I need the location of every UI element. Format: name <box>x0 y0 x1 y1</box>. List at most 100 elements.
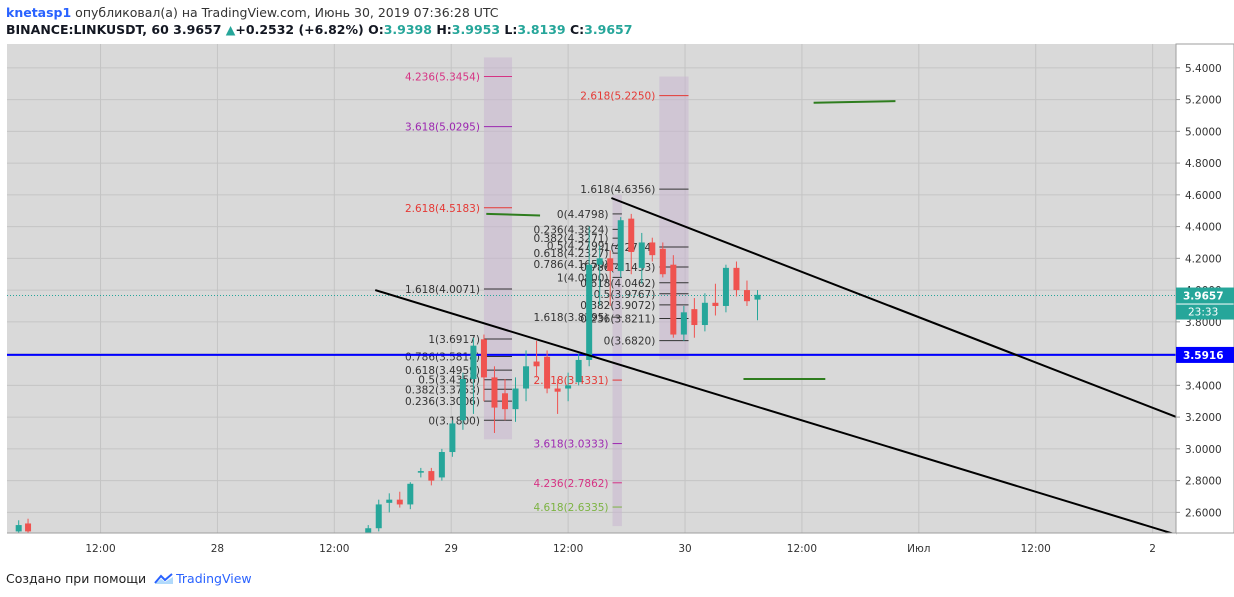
y-tick-label: 4.8000 <box>1185 158 1222 170</box>
y-tick-label: 3.4000 <box>1185 380 1222 392</box>
fib-level-label: 1.618(4.6356) <box>580 184 655 196</box>
fib-level-label: 0.618(4.0462) <box>580 278 655 290</box>
x-tick-label: 12:00 <box>85 543 115 555</box>
fib-level-label: 0.236(3.3006) <box>405 396 480 408</box>
candle-body <box>375 504 382 529</box>
candle-body <box>428 471 435 481</box>
fib-level-label: 2.618(4.5183) <box>405 203 480 215</box>
created-with-text: Создано при помощи <box>6 571 147 586</box>
symbol-label: BINANCE:LINKUSDT, 60 <box>6 22 169 37</box>
candle-body <box>670 264 677 335</box>
candle-body <box>417 471 424 473</box>
fib-level-label: 1(3.6917) <box>428 334 480 346</box>
fib-level-label: 0.382(3.9072) <box>580 300 655 312</box>
candle-body <box>365 528 372 535</box>
fib-level-label: 0(3.1800) <box>428 415 480 427</box>
trend-lines <box>374 100 1206 536</box>
candle-body <box>628 218 635 252</box>
candle-body <box>649 242 656 256</box>
fib-level-label: 0.236(3.8211) <box>580 313 655 325</box>
y-tick-label: 5.4000 <box>1185 63 1222 75</box>
last-price-badge <box>1176 287 1234 304</box>
fib-band <box>612 194 622 527</box>
y-tick-label: 3.2000 <box>1185 412 1222 424</box>
fib-level-label: 4.236(5.3454) <box>405 71 480 83</box>
price-badges: 3.9657 23:33 3.5916 <box>1176 287 1234 363</box>
candle-body <box>386 499 393 503</box>
candle-body <box>617 220 624 272</box>
candle-body <box>712 302 719 306</box>
high-label: H: <box>436 22 452 37</box>
publish-line: knetasp1 опубликовал(а) на TradingView.c… <box>6 4 632 21</box>
open-value: 3.9398 <box>383 22 432 37</box>
x-tick-label: 12:00 <box>1021 543 1051 555</box>
y-tick-label: 4.6000 <box>1185 190 1222 202</box>
y-tick-label: 2.8000 <box>1185 476 1222 488</box>
candle-body <box>438 452 445 478</box>
candle-body <box>575 359 582 383</box>
x-tick-label: Июл <box>907 543 930 555</box>
candle-body <box>544 356 551 389</box>
x-tick-label: 29 <box>445 543 458 555</box>
target-segment <box>486 212 541 217</box>
fib-level-label: 0.382(3.3753) <box>405 384 480 396</box>
y-tick-label: 4.4000 <box>1185 222 1222 234</box>
username-link[interactable]: knetasp1 <box>6 5 72 20</box>
candle-body <box>701 302 708 326</box>
tradingview-logo-icon[interactable] <box>154 572 174 585</box>
candle-body <box>680 312 687 335</box>
y-tick-label: 4.2000 <box>1185 253 1222 265</box>
close-label: C: <box>569 22 585 37</box>
candle-body <box>586 264 593 360</box>
chart-header: knetasp1 опубликовал(а) на TradingView.c… <box>6 4 632 38</box>
x-tick-label: 28 <box>211 543 224 555</box>
candle-body <box>607 258 614 272</box>
tradingview-brand-link[interactable]: TradingView <box>176 571 252 586</box>
x-axis-ticks: 12:00 28 12:00 29 12:00 30 12:00 Июл 12:00 2 <box>85 543 1156 555</box>
fib-level-label: 0.618(3.4959) <box>405 365 480 377</box>
open-label: O: <box>368 22 384 37</box>
price-change: +0.2532 (+6.82%) <box>235 22 364 37</box>
fib-level-label: 0.5(3.9767) <box>594 289 656 301</box>
grid <box>7 44 1176 533</box>
fib-level-label: 0(3.6820) <box>604 336 656 348</box>
candle-body <box>449 423 456 453</box>
candle-body <box>733 267 740 291</box>
x-tick-label: 30 <box>678 543 691 555</box>
countdown-badge <box>1176 304 1234 320</box>
footer: Создано при помощи TradingView <box>6 571 252 587</box>
fib-level-label: 0.5(4.2799) <box>547 241 609 253</box>
candle-body <box>743 290 750 302</box>
fib-level-label: 4.236(2.7862) <box>534 478 609 490</box>
candle-body <box>501 393 508 410</box>
fib-level-label: 4.618(2.6335) <box>534 502 609 514</box>
candle-body <box>480 339 487 378</box>
ticker-line: BINANCE:LINKUSDT, 60 3.9657 ▲+0.2532 (+6… <box>6 21 632 38</box>
time-axis[interactable] <box>7 533 1176 561</box>
candle-body <box>25 523 32 532</box>
y-tick-label: 3.8000 <box>1185 317 1222 329</box>
candle-body <box>470 345 477 379</box>
fib-level-label: 0(4.4798) <box>557 209 609 221</box>
fib-level-label: 1(4.0800) <box>557 272 609 284</box>
high-value: 3.9953 <box>451 22 501 37</box>
support-badge <box>1176 346 1234 363</box>
candle-body <box>638 242 645 268</box>
candle-body <box>565 385 572 389</box>
fib-level-label: 2.618(3.4331) <box>534 375 609 387</box>
fib-level-label: 1.618(4.0071) <box>405 284 480 296</box>
x-tick-label: 12:00 <box>553 543 583 555</box>
published-text: опубликовал(а) на TradingView.com, Июнь … <box>75 5 499 20</box>
fib-band <box>483 57 513 440</box>
candle-body <box>659 248 666 275</box>
candle-body <box>491 377 498 408</box>
fib-level-label: 0.382(4.3271) <box>534 233 609 245</box>
x-tick-label: 2 <box>1149 543 1156 555</box>
candle-body <box>523 366 530 389</box>
fib-level-label: 0.786(3.5818) <box>405 351 480 363</box>
y-tick-label: 5.0000 <box>1185 126 1222 138</box>
last-price-badge-label: 3.9657 <box>1183 291 1224 303</box>
y-tick-label: 3.0000 <box>1185 444 1222 456</box>
target-segment <box>813 100 896 104</box>
